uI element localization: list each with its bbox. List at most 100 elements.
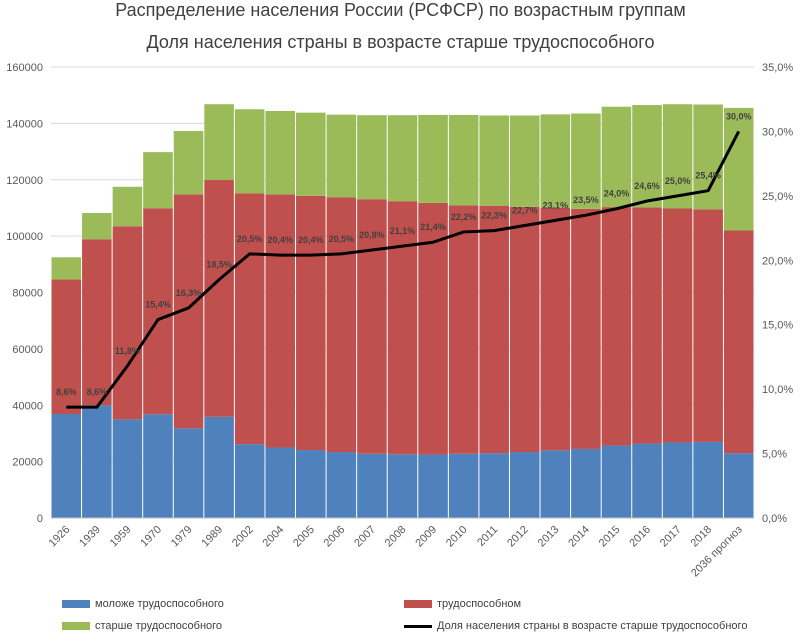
bar-young xyxy=(632,443,662,518)
bar-young xyxy=(143,414,173,518)
legend-label-working: трудоспособном xyxy=(437,598,522,610)
bar-young xyxy=(51,413,82,518)
legend-swatch-working xyxy=(404,600,432,608)
x-tick-label: 2005 xyxy=(291,524,317,550)
line-data-label: 24,0% xyxy=(604,189,630,199)
bar-young xyxy=(173,428,204,518)
line-data-label: 25,4% xyxy=(695,171,721,181)
y-left-tick-label: 40000 xyxy=(12,400,43,412)
x-tick-label: 1939 xyxy=(77,524,103,550)
x-tick-label: 1970 xyxy=(138,524,164,550)
bar-old xyxy=(509,115,540,207)
legend-item-share: Доля населения страны в возрасте старше … xyxy=(404,620,747,632)
bar-old xyxy=(723,107,754,231)
x-tick-label: 1959 xyxy=(108,524,134,550)
x-tick-label: 1926 xyxy=(47,524,73,550)
bar-old xyxy=(571,113,601,209)
x-tick-label: 2009 xyxy=(413,524,439,550)
chart-subtitle: Доля населения страны в возрасте старше … xyxy=(146,32,655,52)
y-right-tick-label: 15,0% xyxy=(762,320,793,332)
line-data-label: 18,5% xyxy=(206,260,232,270)
bar-young xyxy=(296,450,326,518)
legend-item-old: старше трудоспособного xyxy=(62,620,222,632)
legend-label-young: моложе трудоспособного xyxy=(95,598,224,610)
bar-working xyxy=(479,205,509,454)
bar-old xyxy=(479,115,509,206)
y-right-tick-label: 25,0% xyxy=(762,191,793,203)
bar-working xyxy=(326,197,357,453)
line-data-label: 23,5% xyxy=(573,195,599,205)
y-right-tick-label: 35,0% xyxy=(762,62,793,74)
bar-old xyxy=(51,257,82,280)
line-data-label: 8,6% xyxy=(87,387,108,397)
line-data-label: 25,0% xyxy=(665,176,691,186)
bar-young xyxy=(82,405,112,518)
line-data-label: 21,4% xyxy=(420,222,446,232)
bar-young xyxy=(723,453,754,518)
legend-swatch-old xyxy=(62,622,90,630)
bar-working xyxy=(662,208,693,443)
line-data-label: 20,4% xyxy=(298,235,324,245)
x-tick-label: 2013 xyxy=(536,524,562,550)
y-left-tick-label: 120000 xyxy=(6,175,43,187)
bar-working xyxy=(632,207,662,444)
x-tick-label: 2017 xyxy=(658,524,684,550)
line-data-label: 23,1% xyxy=(543,200,569,210)
bar-young xyxy=(418,454,448,518)
bar-young xyxy=(448,453,479,518)
bar-old xyxy=(387,115,418,202)
bar-working xyxy=(571,208,601,449)
y-left-tick-label: 160000 xyxy=(6,62,43,74)
bar-old xyxy=(82,213,112,240)
bar-old xyxy=(296,112,326,196)
x-tick-label: 2015 xyxy=(597,524,623,550)
x-tick-label: 2002 xyxy=(230,524,256,550)
bar-working xyxy=(112,226,143,420)
legend-swatch-share xyxy=(404,624,432,628)
legend-item-young: моложе трудоспособного xyxy=(62,598,224,610)
line-data-label: 22,7% xyxy=(512,205,538,215)
bar-young xyxy=(509,452,540,518)
line-data-label: 20,5% xyxy=(329,234,355,244)
x-tick-label: 2007 xyxy=(352,524,378,550)
bar-working xyxy=(82,239,112,406)
bar-old xyxy=(540,114,571,208)
line-data-label: 20,5% xyxy=(237,234,263,244)
bar-working xyxy=(204,180,234,417)
legend-label-share: Доля населения страны в возрасте старше … xyxy=(437,620,748,632)
bar-young xyxy=(662,442,693,518)
bar-old xyxy=(143,152,173,209)
x-tick-label: 2018 xyxy=(688,524,714,550)
bar-old xyxy=(265,110,296,195)
bar-old xyxy=(234,109,265,194)
bar-young xyxy=(601,445,632,518)
line-data-label: 20,4% xyxy=(267,235,293,245)
y-left-tick-label: 20000 xyxy=(12,457,43,469)
bar-young xyxy=(571,448,601,518)
y-left-tick-label: 60000 xyxy=(12,344,43,356)
bar-working xyxy=(723,230,754,454)
legend-label-old: старше трудоспособного xyxy=(95,620,223,632)
bar-old xyxy=(601,106,632,208)
x-tick-label: 2004 xyxy=(261,524,287,550)
x-tick-label: 2010 xyxy=(444,524,470,550)
bar-working xyxy=(448,205,479,454)
bar-young xyxy=(326,452,357,518)
x-tick-label: 2011 xyxy=(475,524,500,549)
legend-item-working: трудоспособном xyxy=(404,598,521,610)
bar-old xyxy=(357,115,387,200)
line-data-label: 11,8% xyxy=(115,346,140,356)
line-data-label: 22,3% xyxy=(481,211,507,221)
bar-working xyxy=(296,195,326,451)
y-left-tick-label: 0 xyxy=(37,513,43,525)
line-data-label: 24,6% xyxy=(634,181,660,191)
chart-title: Распределение населения России (РСФСР) п… xyxy=(115,0,686,20)
bar-working xyxy=(51,279,82,414)
x-tick-label: 1989 xyxy=(199,524,225,550)
line-data-label: 15,4% xyxy=(145,300,171,310)
bar-young xyxy=(234,444,265,518)
y-left-tick-label: 80000 xyxy=(12,288,43,300)
bar-old xyxy=(326,114,357,198)
line-data-label: 22,2% xyxy=(451,212,477,222)
